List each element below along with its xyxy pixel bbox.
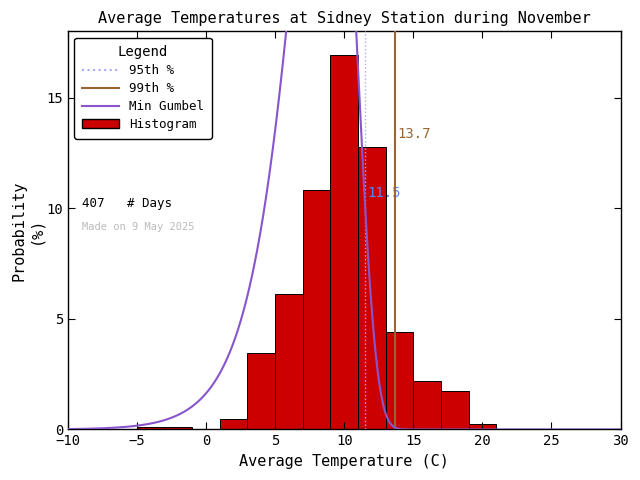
Bar — [330, 55, 358, 430]
Text: Made on 9 May 2025: Made on 9 May 2025 — [82, 222, 194, 232]
Bar — [164, 427, 192, 430]
Title: Average Temperatures at Sidney Station during November: Average Temperatures at Sidney Station d… — [98, 11, 591, 26]
Bar — [220, 419, 248, 430]
Bar — [413, 381, 441, 430]
Bar — [248, 353, 275, 430]
Bar — [275, 294, 303, 430]
Bar — [137, 427, 164, 430]
Bar — [386, 332, 413, 430]
Text: 407   # Days: 407 # Days — [82, 197, 172, 210]
Bar — [441, 391, 468, 430]
Bar — [358, 147, 386, 430]
Text: 13.7: 13.7 — [397, 127, 431, 141]
Text: 11.5: 11.5 — [367, 186, 401, 200]
Y-axis label: Probability
(%): Probability (%) — [11, 180, 44, 281]
X-axis label: Average Temperature (C): Average Temperature (C) — [239, 454, 449, 469]
Bar — [303, 191, 330, 430]
Legend: 95th %, 99th %, Min Gumbel, Histogram: 95th %, 99th %, Min Gumbel, Histogram — [74, 38, 212, 139]
Bar — [468, 424, 496, 430]
